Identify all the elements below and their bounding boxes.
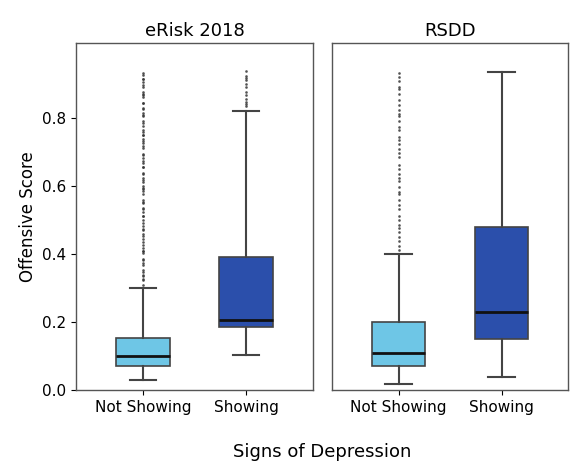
Y-axis label: Offensive Score: Offensive Score <box>19 151 37 282</box>
PathPatch shape <box>219 258 272 327</box>
Text: Signs of Depression: Signs of Depression <box>233 443 411 461</box>
PathPatch shape <box>116 337 170 367</box>
Title: RSDD: RSDD <box>424 22 476 40</box>
PathPatch shape <box>372 322 425 367</box>
PathPatch shape <box>475 227 529 339</box>
Title: eRisk 2018: eRisk 2018 <box>145 22 244 40</box>
